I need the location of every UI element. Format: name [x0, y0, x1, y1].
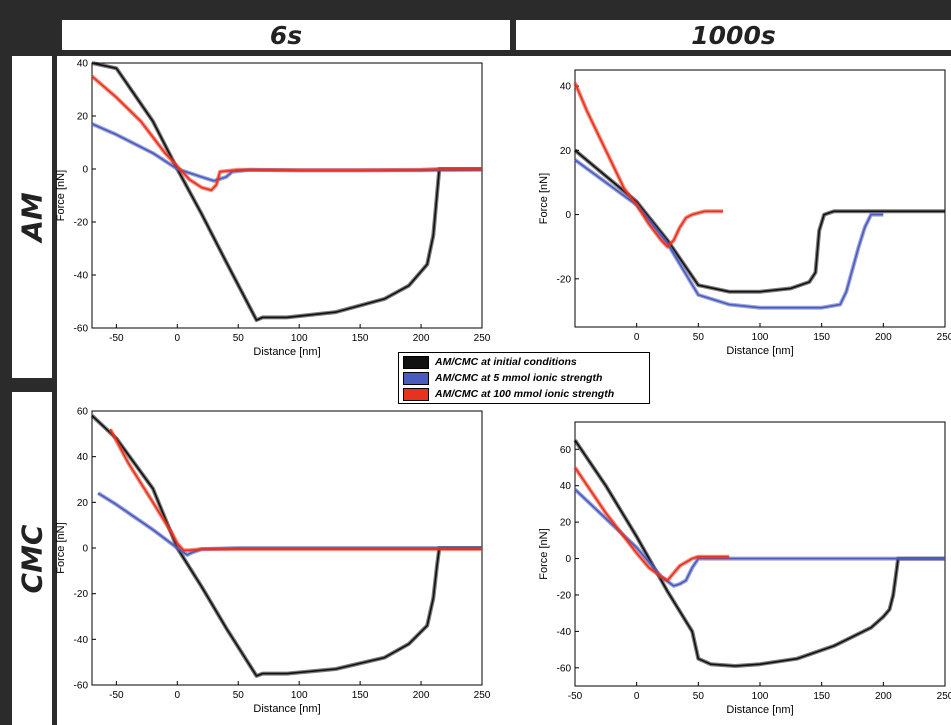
- legend-item: AM/CMC at 100 mmol ionic strength: [403, 387, 614, 401]
- x-tick-label: 0: [175, 690, 181, 701]
- y-tick-label: 60: [560, 445, 572, 456]
- x-axis-label: Distance [nm]: [253, 346, 320, 358]
- x-tick-label: 0: [175, 333, 181, 344]
- x-tick-label: 150: [352, 690, 369, 701]
- x-tick-label: 200: [413, 690, 430, 701]
- column-header-6s: 6s: [62, 20, 510, 50]
- column-header-label: 1000s: [691, 20, 776, 50]
- y-tick-label: -40: [557, 627, 572, 638]
- y-tick-label: 0: [565, 554, 571, 565]
- x-tick-label: 0: [634, 691, 640, 702]
- x-tick-label: 50: [233, 690, 245, 701]
- y-tick-label: 0: [82, 544, 88, 555]
- y-axis-label: Force [nN]: [538, 528, 550, 579]
- x-tick-label: 200: [875, 691, 892, 702]
- legend-swatch: [403, 355, 429, 369]
- x-tick-label: 100: [291, 690, 308, 701]
- plot-frame: [574, 421, 946, 687]
- x-tick-label: 50: [693, 691, 705, 702]
- y-tick-label: -60: [74, 681, 89, 692]
- x-tick-label: 0: [634, 332, 640, 343]
- legend-item: AM/CMC at initial conditions: [403, 355, 577, 369]
- y-tick-label: 20: [77, 498, 89, 509]
- x-tick-label: 100: [291, 333, 308, 344]
- legend-swatch: [403, 371, 429, 385]
- series-line: [91, 75, 482, 191]
- row-header-cmc: CMC: [12, 392, 52, 725]
- y-tick-label: 20: [560, 146, 572, 157]
- y-tick-label: -40: [74, 271, 89, 282]
- x-tick-label: 250: [937, 332, 951, 343]
- y-tick-label: 40: [77, 59, 89, 70]
- x-tick-label: 100: [752, 691, 769, 702]
- x-tick-label: -50: [568, 691, 583, 702]
- y-axis-label: Force [nN]: [55, 170, 67, 221]
- y-tick-label: -40: [74, 635, 89, 646]
- x-tick-label: 150: [352, 333, 369, 344]
- series-line: [574, 159, 884, 309]
- y-tick-label: -20: [74, 218, 89, 229]
- y-tick-label: -60: [74, 324, 89, 335]
- legend-label: AM/CMC at 100 mmol ionic strength: [435, 388, 615, 400]
- column-header-1000s: 1000s: [516, 20, 951, 50]
- y-tick-label: 40: [560, 82, 572, 93]
- y-tick-label: 40: [77, 452, 89, 463]
- x-tick-label: 200: [875, 332, 892, 343]
- legend-label: AM/CMC at 5 mmol ionic strength: [435, 372, 603, 384]
- x-tick-label: 150: [813, 332, 830, 343]
- series-line: [574, 82, 723, 248]
- series-line: [574, 439, 945, 667]
- x-tick-label: 50: [693, 332, 705, 343]
- x-tick-label: 50: [233, 333, 245, 344]
- x-tick-label: 250: [474, 690, 491, 701]
- y-tick-label: 40: [560, 481, 572, 492]
- y-axis-label: Force [nN]: [55, 522, 67, 573]
- y-tick-label: 60: [77, 407, 89, 418]
- x-axis-label: Distance [nm]: [253, 703, 320, 715]
- x-tick-label: 250: [937, 691, 951, 702]
- plot-frame: [574, 69, 946, 328]
- x-tick-label: 150: [813, 691, 830, 702]
- y-tick-label: -20: [74, 589, 89, 600]
- x-tick-label: -50: [109, 690, 124, 701]
- x-axis-label: Distance [nm]: [726, 704, 793, 716]
- legend: AM/CMC at initial conditions AM/CMC at 5…: [398, 352, 650, 404]
- y-tick-label: 20: [560, 518, 572, 529]
- y-tick-label: 20: [77, 112, 89, 123]
- plot-frame: [91, 62, 483, 329]
- y-tick-label: 0: [82, 165, 88, 176]
- series-line: [574, 467, 730, 582]
- y-tick-label: -20: [557, 274, 572, 285]
- row-header-am: AM: [12, 56, 52, 378]
- x-tick-label: 100: [752, 332, 769, 343]
- x-axis-label: Distance [nm]: [726, 345, 793, 357]
- x-tick-label: 200: [413, 333, 430, 344]
- y-tick-label: 0: [565, 210, 571, 221]
- series-line: [574, 488, 945, 587]
- x-tick-label: -50: [109, 333, 124, 344]
- x-tick-label: 250: [474, 333, 491, 344]
- column-header-label: 6s: [269, 20, 303, 50]
- legend-item: AM/CMC at 5 mmol ionic strength: [403, 371, 602, 385]
- y-tick-label: -60: [557, 663, 572, 674]
- legend-label: AM/CMC at initial conditions: [435, 356, 577, 368]
- series-line: [109, 428, 482, 552]
- y-tick-label: -20: [557, 590, 572, 601]
- y-axis-label: Force [nN]: [538, 173, 550, 224]
- legend-swatch: [403, 387, 429, 401]
